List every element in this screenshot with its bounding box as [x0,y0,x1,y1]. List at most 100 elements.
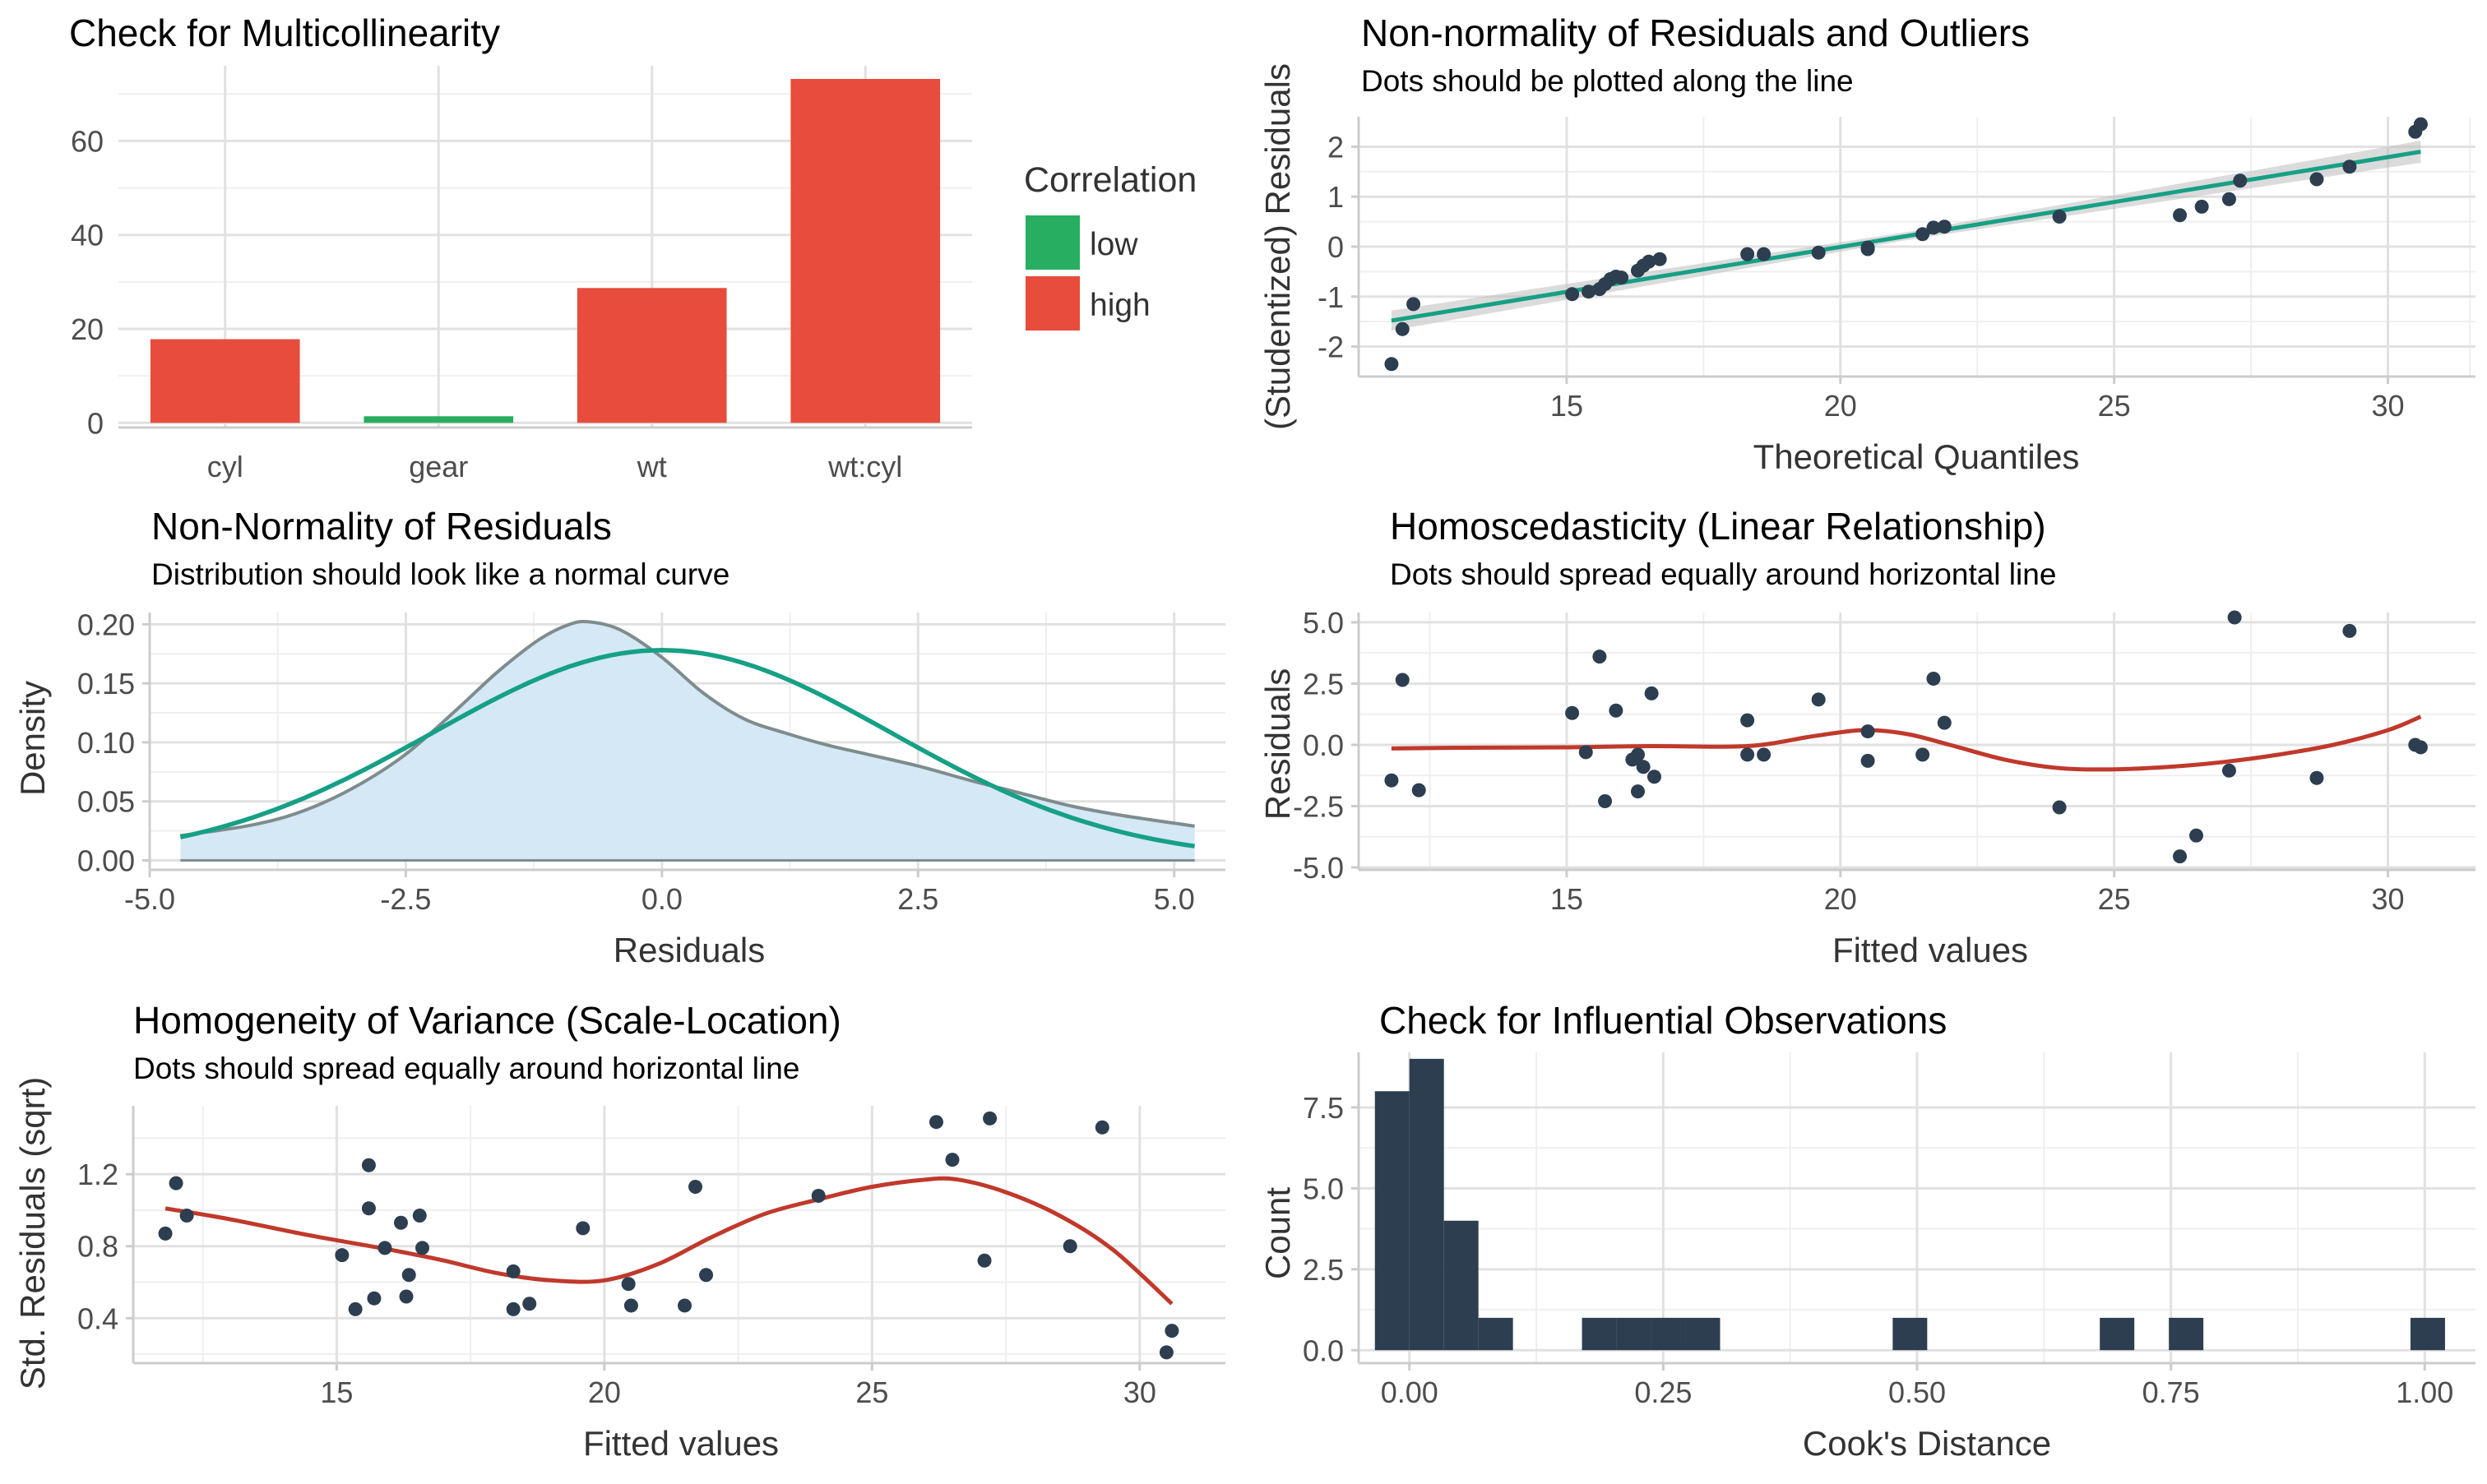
data-point [699,1268,714,1283]
histogram-bar [1651,1317,1686,1351]
data-point [2342,623,2357,638]
data-point [1915,747,1930,762]
data-point [1937,220,1952,234]
x-tick-label: 5.0 [1154,882,1195,916]
legend-label-high: high [1090,288,1151,323]
data-point [1395,321,1410,336]
y-tick-label: -1 [1318,280,1344,314]
x-tick-label: 0.0 [641,882,683,916]
bar-cyl [150,339,300,423]
panel-title: Homogeneity of Variance (Scale-Location) [133,999,841,1042]
data-point [2309,770,2324,785]
histogram-bar [2100,1317,2135,1351]
histogram-bar [1582,1317,1617,1351]
bar-gear [364,416,514,423]
histogram-bar [1616,1317,1651,1351]
y-tick-label: 1 [1327,180,1344,214]
data-point [1582,284,1596,299]
normal-curve [179,648,1195,848]
y-tick-label: 2.5 [1303,667,1344,700]
y-tick-label: 0 [1327,230,1344,264]
data-point [1740,713,1755,728]
panel-title: Check for Multicollinearity [69,12,500,54]
data-point [2413,117,2428,132]
data-point [2052,210,2067,224]
data-point [412,1209,427,1223]
histogram-bar [1443,1220,1479,1351]
y-tick-label: 0 [87,406,104,440]
data-point [179,1209,194,1223]
data-point [1937,715,1952,730]
data-point [1740,247,1755,261]
legend-key-low [1026,215,1080,270]
y-tick-label: 0.05 [77,785,135,819]
y-tick-label: 0.0 [1303,728,1344,762]
legend-title: Correlation [1024,160,1197,200]
y-axis-label: Residuals [1258,668,1297,820]
panel-qq-plot: Non-normality of Residuals and Outliers … [1258,12,2475,476]
x-tick-label: cyl [207,450,243,483]
data-point [1384,357,1399,372]
data-point [1926,671,1941,686]
panel-scale-location: Homogeneity of Variance (Scale-Location)… [13,999,1225,1463]
x-tick-label: gear [409,450,468,483]
panel-subtitle: Distribution should look like a normal c… [151,557,729,591]
x-tick-label: 0.50 [1888,1375,1946,1409]
x-axis-label: Cook's Distance [1803,1424,2051,1463]
data-point [2052,800,2067,815]
y-tick-label: -2 [1318,331,1344,364]
data-point [983,1111,998,1126]
histogram-bar [2169,1317,2204,1351]
panel-title: Check for Influential Observations [1379,999,1947,1042]
data-point [977,1253,992,1268]
data-point [1411,783,1426,797]
x-tick-label: 15 [1550,389,1583,423]
y-tick-label: 0.0 [1303,1334,1344,1367]
x-axis-label: Theoretical Quantiles [1753,437,2080,476]
x-tick-label: wt:cyl [827,450,902,483]
y-axis-label: Density [13,681,52,796]
data-point [2342,159,2357,174]
data-point [1063,1239,1077,1254]
data-point [415,1241,430,1255]
data-point [1578,745,1593,760]
x-tick-label: 25 [2098,389,2131,423]
x-tick-label: 25 [2098,882,2131,916]
x-tick-label: -5.0 [124,882,175,916]
data-point [1406,297,1421,312]
y-tick-label: 7.5 [1303,1091,1344,1125]
x-tick-label: 30 [1123,1375,1156,1409]
y-tick-label: 0.20 [77,608,135,641]
data-point [2221,763,2236,778]
data-point [399,1289,414,1304]
y-tick-label: 0.4 [77,1301,118,1335]
x-tick-label: 20 [588,1375,621,1409]
data-point [2194,199,2209,214]
data-point [335,1248,350,1263]
data-point [1757,247,1771,261]
data-point [623,1298,638,1313]
data-point [1860,240,1875,255]
data-point [393,1215,408,1230]
data-point [522,1297,537,1311]
data-point [2413,740,2428,755]
panel-influential-observations: Check for Influential Observations Cook'… [1258,999,2475,1463]
data-point [377,1241,392,1255]
data-point [348,1301,363,1316]
y-tick-label: 0.15 [77,667,135,700]
histogram-bar [1409,1058,1444,1351]
data-point [2233,173,2248,188]
grid [1359,613,2475,870]
y-axis-label: Std. Residuals (sqrt) [13,1077,52,1389]
data-point [1631,747,1645,762]
data-point [401,1268,416,1283]
y-tick-label: 0.10 [77,726,135,760]
y-axis-label: (Studentized) Residuals [1258,63,1297,430]
data-point [1642,254,1656,269]
data-point [506,1301,521,1316]
data-point [2227,610,2242,625]
legend-label-low: low [1090,227,1138,262]
x-tick-label: 1.00 [2396,1375,2453,1409]
histogram-bar [1685,1317,1721,1351]
